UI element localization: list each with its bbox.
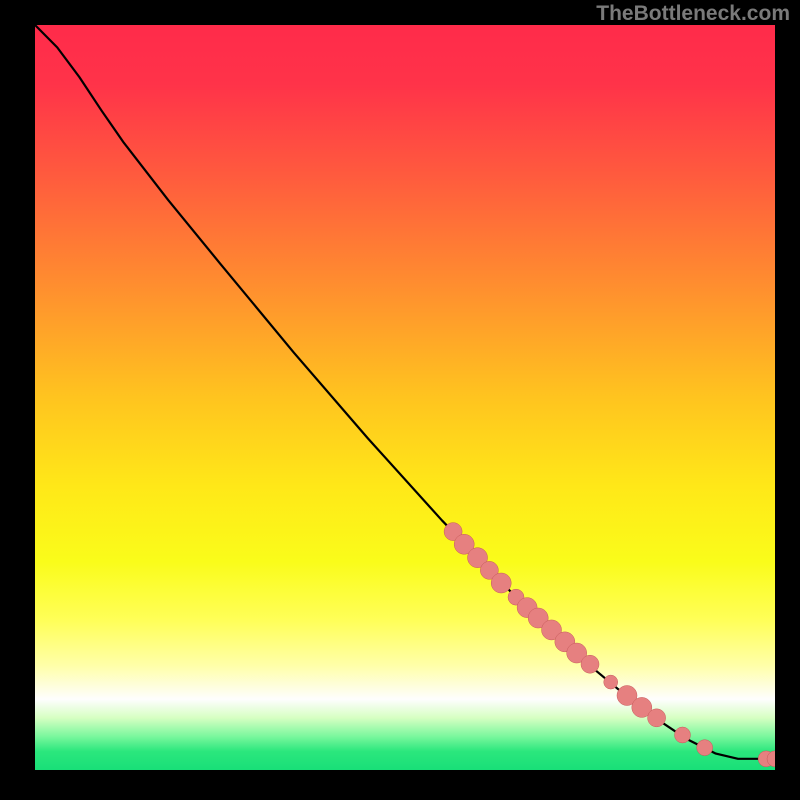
- data-marker: [581, 655, 599, 673]
- plot-area: [35, 25, 775, 770]
- data-marker: [491, 573, 511, 593]
- watermark-text: TheBottleneck.com: [596, 2, 790, 26]
- chart-svg: [35, 25, 775, 770]
- data-marker: [604, 675, 618, 689]
- data-marker: [648, 709, 666, 727]
- data-marker: [697, 740, 713, 756]
- chart-container: TheBottleneck.com: [0, 0, 800, 800]
- data-marker: [675, 727, 691, 743]
- gradient-background: [35, 25, 775, 770]
